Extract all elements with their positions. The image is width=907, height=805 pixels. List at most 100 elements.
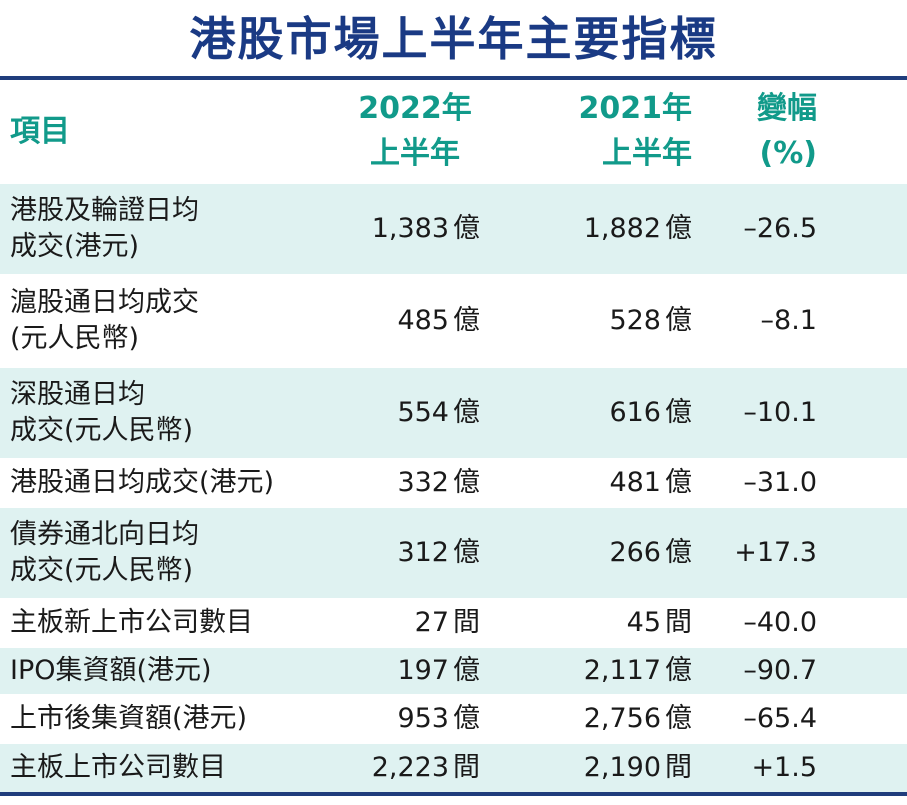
unit-2021: 間 bbox=[665, 752, 692, 784]
row-2022: 554 億 bbox=[330, 395, 480, 431]
row-item-line2: 成交(港元) bbox=[10, 231, 140, 262]
header-2021-year: 2021年 bbox=[578, 91, 693, 126]
row-item-line1: 上市後集資額(港元) bbox=[10, 703, 248, 735]
value-2021: 481 bbox=[609, 467, 661, 499]
row-item-line2: 成交(元人民幣) bbox=[10, 555, 194, 586]
row-2021: 1,882 億 bbox=[480, 211, 692, 247]
value-2022: 27 bbox=[414, 607, 449, 639]
value-2021: 528 bbox=[609, 305, 661, 337]
row-change: –65.4 bbox=[743, 703, 817, 735]
unit-2022: 億 bbox=[453, 703, 480, 735]
unit-2022: 間 bbox=[453, 607, 480, 639]
row-item-line1: 深股通日均 bbox=[10, 379, 145, 411]
row-change: –90.7 bbox=[743, 655, 817, 687]
row-item: 港股通日均成交(港元) bbox=[0, 465, 330, 501]
header-2021: 2021年 上半年 bbox=[480, 86, 693, 176]
value-2021: 266 bbox=[609, 537, 661, 569]
row-item: IPO集資額(港元) bbox=[0, 653, 330, 689]
value-2021: 45 bbox=[626, 607, 661, 639]
unit-2022: 億 bbox=[453, 655, 480, 687]
header-item: 項目 bbox=[10, 113, 70, 149]
value-2022: 554 bbox=[397, 397, 449, 429]
row-item-line1: 債券通北向日均 bbox=[10, 519, 199, 551]
unit-2021: 億 bbox=[665, 467, 692, 499]
value-2022: 197 bbox=[397, 655, 449, 687]
row-item: 債券通北向日均 成交(元人民幣) bbox=[0, 517, 330, 588]
header-2022-half: 上半年 bbox=[370, 136, 460, 171]
row-item-line1: 主板上市公司數目 bbox=[10, 752, 226, 784]
row-2021: 2,756 億 bbox=[480, 701, 692, 737]
row-item-line1: IPO集資額(港元) bbox=[10, 655, 212, 687]
value-2022: 1,383 bbox=[371, 213, 449, 245]
row-item-line1: 港股及輪證日均 bbox=[10, 195, 199, 227]
value-2021: 2,190 bbox=[583, 752, 661, 784]
row-item-line1: 主板新上市公司數目 bbox=[10, 607, 253, 639]
unit-2022: 間 bbox=[453, 752, 480, 784]
unit-2022: 億 bbox=[453, 467, 480, 499]
value-2021: 2,117 bbox=[583, 655, 661, 687]
row-2021: 2,117 億 bbox=[480, 653, 692, 689]
value-2021: 616 bbox=[609, 397, 661, 429]
row-2021: 45 間 bbox=[480, 605, 692, 641]
row-item: 港股及輪證日均 成交(港元) bbox=[0, 193, 330, 264]
row-2022: 27 間 bbox=[330, 605, 480, 641]
table-row: IPO集資額(港元) 197 億 2,117 億 –90.7 bbox=[0, 648, 907, 696]
unit-2021: 億 bbox=[665, 305, 692, 337]
row-change: –8.1 bbox=[760, 305, 817, 337]
table-row: 債券通北向日均 成交(元人民幣) 312 億 266 億 +17.3 bbox=[0, 508, 907, 600]
value-2022: 953 bbox=[397, 703, 449, 735]
table-row: 滬股通日均成交 (元人民幣) 485 億 528 億 –8.1 bbox=[0, 276, 907, 368]
unit-2021: 億 bbox=[665, 537, 692, 569]
value-2022: 332 bbox=[397, 467, 449, 499]
row-item: 滬股通日均成交 (元人民幣) bbox=[0, 285, 330, 356]
row-change: +17.3 bbox=[734, 537, 817, 569]
value-2022: 2,223 bbox=[371, 752, 449, 784]
unit-2021: 億 bbox=[665, 703, 692, 735]
row-change: –10.1 bbox=[743, 397, 817, 429]
row-item-line2: (元人民幣) bbox=[10, 323, 140, 354]
row-2022: 332 億 bbox=[330, 465, 480, 501]
row-2022: 485 億 bbox=[330, 303, 480, 339]
row-2022: 312 億 bbox=[330, 535, 480, 571]
header-change-unit: (%) bbox=[759, 136, 817, 171]
table-row: 港股通日均成交(港元) 332 億 481 億 –31.0 bbox=[0, 460, 907, 508]
unit-2022: 億 bbox=[453, 305, 480, 337]
row-item-line1: 滬股通日均成交 bbox=[10, 287, 199, 319]
table-header: 項目 2022年 上半年 2021年 上半年 變幅 (%) bbox=[0, 80, 907, 184]
value-2022: 485 bbox=[397, 305, 449, 337]
row-2021: 2,190 間 bbox=[480, 750, 692, 786]
header-change-label: 變幅 bbox=[757, 91, 817, 126]
row-2021: 528 億 bbox=[480, 303, 692, 339]
row-change: +1.5 bbox=[751, 752, 817, 784]
unit-2022: 億 bbox=[453, 213, 480, 245]
row-item: 深股通日均 成交(元人民幣) bbox=[0, 377, 330, 448]
row-item: 上市後集資額(港元) bbox=[0, 701, 330, 737]
row-2022: 197 億 bbox=[330, 653, 480, 689]
row-item: 主板新上市公司數目 bbox=[0, 605, 330, 641]
unit-2021: 億 bbox=[665, 655, 692, 687]
table-row: 主板上市公司數目 2,223 間 2,190 間 +1.5 bbox=[0, 744, 907, 792]
table-row: 上市後集資額(港元) 953 億 2,756 億 –65.4 bbox=[0, 696, 907, 744]
row-item-line2: 成交(元人民幣) bbox=[10, 415, 194, 446]
row-2021: 481 億 bbox=[480, 465, 692, 501]
row-2022: 2,223 間 bbox=[330, 750, 480, 786]
row-change: –40.0 bbox=[743, 607, 817, 639]
unit-2021: 億 bbox=[665, 397, 692, 429]
row-2022: 1,383 億 bbox=[330, 211, 480, 247]
unit-2021: 間 bbox=[665, 607, 692, 639]
row-2022: 953 億 bbox=[330, 701, 480, 737]
indicators-table: 項目 2022年 上半年 2021年 上半年 變幅 (%) 港股及輪證日均 成交… bbox=[0, 76, 907, 796]
value-2022: 312 bbox=[397, 537, 449, 569]
row-2021: 616 億 bbox=[480, 395, 692, 431]
row-item-line1: 港股通日均成交(港元) bbox=[10, 467, 275, 499]
table-row: 主板新上市公司數目 27 間 45 間 –40.0 bbox=[0, 600, 907, 648]
header-change: 變幅 (%) bbox=[692, 86, 865, 176]
row-change: –31.0 bbox=[743, 467, 817, 499]
row-2021: 266 億 bbox=[480, 535, 692, 571]
header-2022-year: 2022年 bbox=[358, 91, 472, 126]
page-title: 港股市場上半年主要指標 bbox=[189, 12, 718, 66]
unit-2021: 億 bbox=[665, 213, 692, 245]
unit-2022: 億 bbox=[453, 537, 480, 569]
row-change: –26.5 bbox=[743, 213, 817, 245]
header-2021-half: 上半年 bbox=[602, 136, 692, 171]
